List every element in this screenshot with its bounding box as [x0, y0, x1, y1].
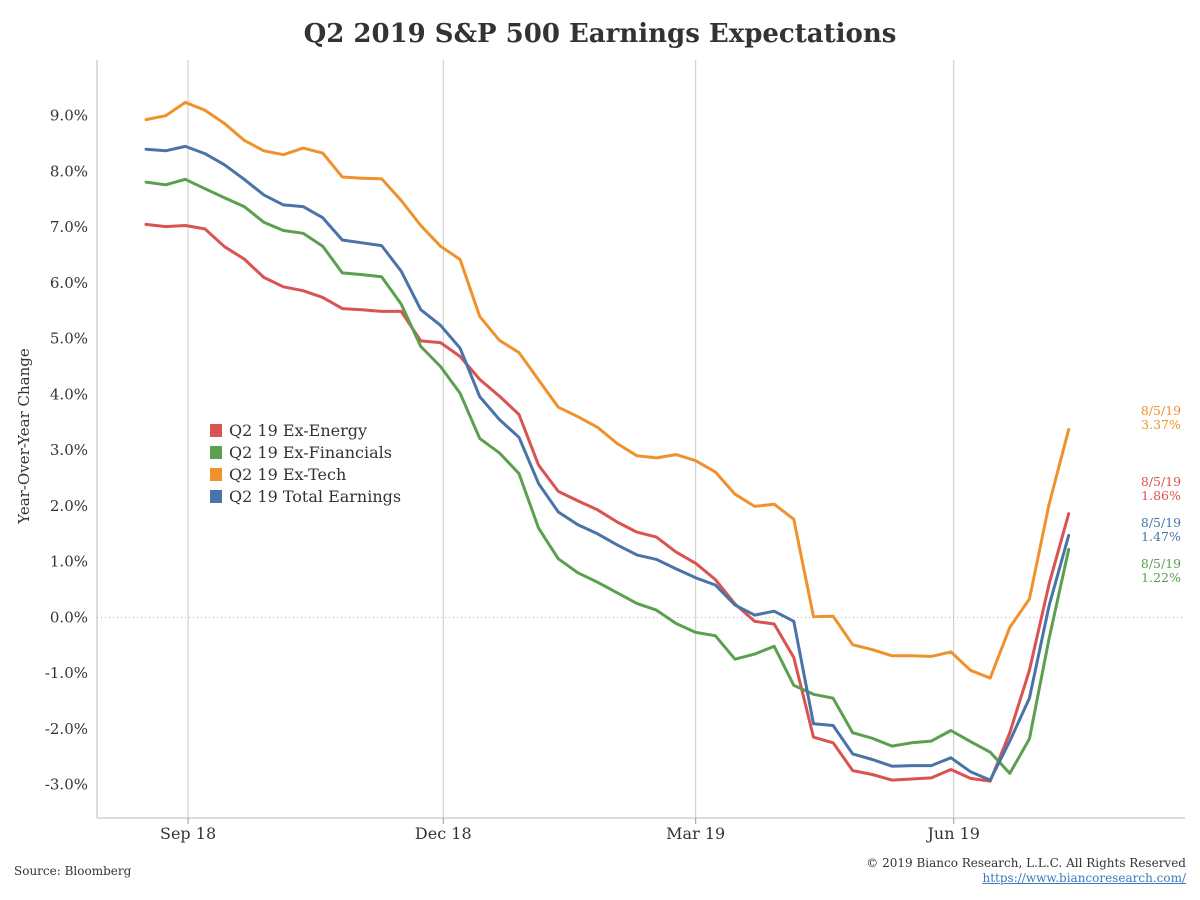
- legend-swatch: [210, 468, 222, 481]
- copyright-block: © 2019 Bianco Research, L.L.C. All Right…: [866, 856, 1186, 886]
- legend-swatch: [210, 446, 222, 459]
- legend: Q2 19 Ex-Energy Q2 19 Ex-Financials Q2 19 …: [210, 421, 401, 506]
- y-axis-label: Year-Over-Year Change: [15, 348, 33, 525]
- y-tick-label: 1.0%: [50, 553, 88, 571]
- end-label-value: 3.37%: [1141, 417, 1181, 432]
- series-line-q2-19-ex-tech: [144, 100, 1071, 680]
- grid: [97, 60, 1185, 818]
- end-label-date: 8/5/19: [1141, 515, 1181, 530]
- y-tick-label: 7.0%: [50, 218, 88, 236]
- x-tick-label: Dec 18: [415, 824, 472, 843]
- copyright-text: © 2019 Bianco Research, L.L.C. All Right…: [866, 856, 1186, 870]
- y-tick-label: -1.0%: [45, 664, 88, 682]
- legend-swatch: [210, 424, 222, 437]
- axes: Sep 18 Dec 18 Mar 19 Jun 19 -3.0% -2.0% -1.0% 0…: [45, 60, 1185, 843]
- series-lines: [144, 100, 1071, 783]
- y-tick-label: 4.0%: [50, 385, 88, 403]
- legend-entry: Q2 19 Ex-Energy: [229, 421, 367, 440]
- y-tick-label: 6.0%: [50, 274, 88, 292]
- x-tick-label: Mar 19: [666, 824, 725, 843]
- chart-title: Q2 2019 S&P 500 Earnings Expectations: [304, 19, 897, 49]
- y-tick-label: 5.0%: [50, 330, 88, 348]
- y-tick-label: 9.0%: [50, 107, 88, 125]
- legend-entry: Q2 19 Total Earnings: [229, 487, 401, 506]
- end-label-value: 1.47%: [1141, 529, 1181, 544]
- y-tick-label: 2.0%: [50, 497, 88, 515]
- y-tick-label: -3.0%: [45, 776, 88, 794]
- legend-entry: Q2 19 Ex-Financials: [229, 443, 392, 462]
- x-tick-label: Sep 18: [160, 824, 216, 843]
- series-line-q2-19-ex-financials: [144, 177, 1071, 775]
- legend-entry: Q2 19 Ex-Tech: [229, 465, 346, 484]
- x-tick-label: Jun 19: [925, 824, 979, 843]
- end-label-date: 8/5/19: [1141, 403, 1181, 418]
- source-note: Source: Bloomberg: [14, 864, 132, 878]
- series-line-q2-19-ex-energy: [144, 222, 1071, 783]
- end-label-date: 8/5/19: [1141, 556, 1181, 571]
- y-tick-label: 8.0%: [50, 162, 88, 180]
- y-tick-label: 3.0%: [50, 441, 88, 459]
- y-tick-label: 0.0%: [50, 608, 88, 626]
- y-tick-label: -2.0%: [45, 720, 88, 738]
- website-link[interactable]: https://www.biancoresearch.com/: [982, 871, 1186, 885]
- end-label-value: 1.86%: [1141, 488, 1181, 503]
- end-label-value: 1.22%: [1141, 570, 1181, 585]
- legend-swatch: [210, 490, 222, 503]
- series-line-q2-19-total-earnings: [144, 144, 1071, 782]
- end-label-date: 8/5/19: [1141, 474, 1181, 489]
- end-labels: 8/5/193.37%8/5/191.86%8/5/191.47%8/5/191…: [1141, 403, 1181, 585]
